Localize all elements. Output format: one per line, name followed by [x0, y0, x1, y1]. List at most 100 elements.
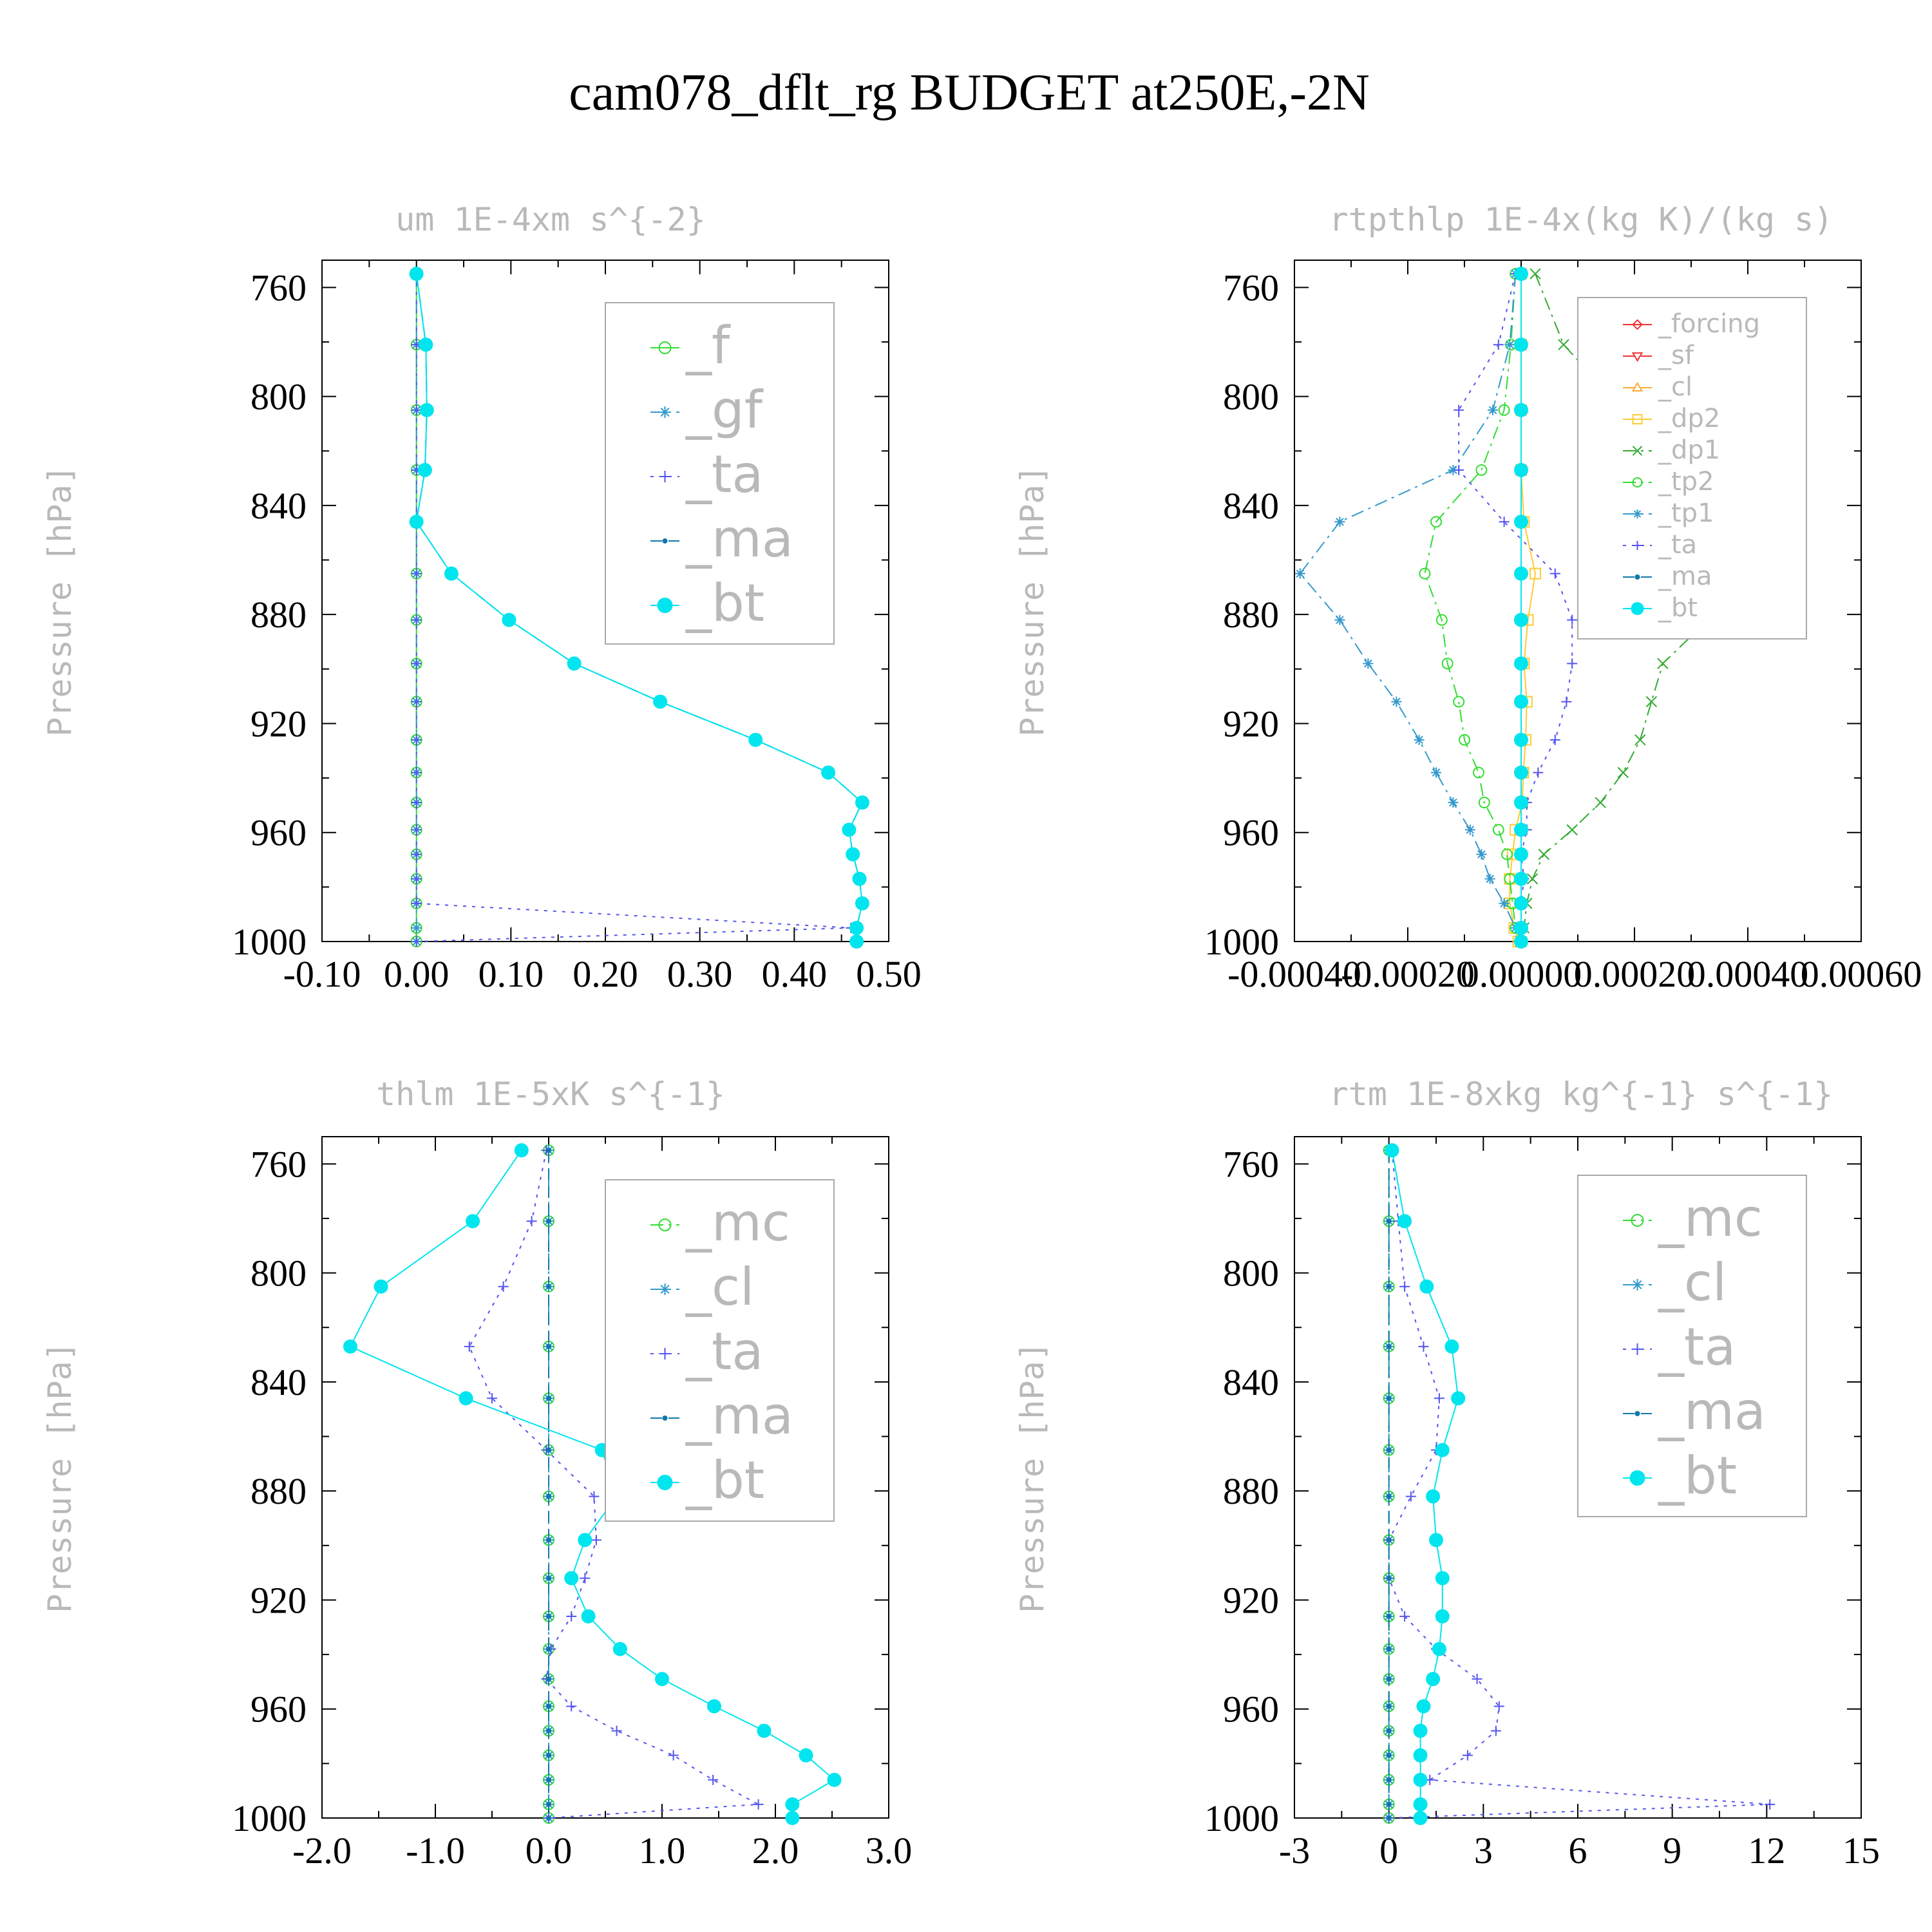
y-tick-label: 920 — [1223, 703, 1279, 744]
y-tick-label: 880 — [251, 1470, 307, 1512]
legend-box — [1577, 1175, 1807, 1517]
data-point_ma — [1386, 1777, 1392, 1783]
data-point_bt — [757, 1723, 772, 1738]
data-point_bt — [1514, 765, 1528, 780]
x-tick-label: 0.00000 — [1461, 953, 1582, 995]
data-point_bt — [581, 1609, 596, 1624]
legend-label: _ta — [685, 1321, 763, 1381]
data-point_bt — [1514, 402, 1528, 417]
y-tick-label: 760 — [251, 1143, 307, 1185]
data-point_bt — [1444, 1339, 1459, 1354]
data-point_ma — [1386, 1343, 1392, 1349]
series-line_ta — [468, 1150, 761, 1819]
legend-marker — [1632, 477, 1643, 488]
legend-box — [1577, 297, 1807, 639]
legend-marker — [1631, 1214, 1644, 1227]
x-tick-label: 1.0 — [639, 1830, 686, 1871]
data-point_ta — [611, 1725, 622, 1736]
panels: um 1E-4xm s^{-2} Pressure [hPa] 760 800 840 8… — [41, 201, 1922, 1871]
legend-label: _bt — [1658, 1446, 1737, 1506]
legend-label: _dp1 — [1658, 435, 1720, 465]
data-point_bt — [612, 1642, 627, 1656]
x-tick-label: 0.50 — [856, 953, 922, 995]
legend-label: _ma — [1658, 562, 1712, 591]
legend-label: _ma — [685, 509, 793, 569]
x-tick-label: 0.00 — [384, 953, 450, 995]
legend-label: _mc — [685, 1193, 790, 1253]
data-point_bt — [417, 462, 432, 477]
y-tick-label: 800 — [251, 1253, 307, 1294]
legend-label: _dp2 — [1658, 404, 1720, 433]
panel-title: rtm 1E-8xkg kg^{-1} s^{-1} — [1329, 1075, 1833, 1113]
data-point_tp1 — [1363, 658, 1374, 669]
data-point_bt — [444, 566, 459, 581]
data-point_ta — [411, 797, 422, 808]
data-point_ma — [546, 1575, 551, 1581]
data-point_bt — [459, 1391, 473, 1406]
legend-marker — [657, 598, 673, 613]
data-point_bt — [1514, 656, 1528, 671]
data-point_ta — [411, 936, 422, 947]
legend-label: _ta — [1658, 530, 1697, 560]
data-point_tp2 — [1459, 734, 1470, 746]
data-point_tp1 — [1504, 339, 1515, 350]
data-point_bt — [799, 1748, 813, 1763]
data-point_ta — [580, 1573, 591, 1584]
x-tick-label: -1.0 — [406, 1830, 465, 1871]
data-point_ta — [526, 1216, 537, 1227]
data-point_ta — [1765, 1799, 1776, 1810]
data-point_ta — [1567, 614, 1578, 625]
data-point_dp1 — [1530, 268, 1541, 279]
data-point_bt — [567, 656, 582, 671]
data-point_bt — [1514, 566, 1528, 581]
data-point_ma — [1386, 1537, 1392, 1543]
data-point_bt — [1413, 1772, 1428, 1787]
legend-label: _tp2 — [1658, 467, 1714, 497]
legend-marker — [1631, 1343, 1643, 1355]
data-point_tp1 — [1476, 849, 1487, 860]
data-point_ta — [1472, 1674, 1482, 1685]
data-point_dp1 — [1538, 848, 1549, 860]
legend: _mc_cl_ta_ma_bt — [605, 1179, 835, 1522]
y-tick-label: 960 — [1223, 812, 1279, 854]
data-point_bt — [1514, 515, 1528, 529]
y-tick-label: 920 — [251, 1579, 307, 1621]
data-point_bt — [655, 1672, 669, 1687]
data-point_bt — [1514, 337, 1528, 352]
data-point_ta — [464, 1341, 475, 1352]
data-point_ta — [1549, 568, 1560, 579]
data-point_ma — [1386, 1283, 1392, 1289]
data-point_bt — [419, 337, 433, 352]
series-line_tp2 — [1424, 274, 1522, 942]
legend-box — [605, 302, 835, 645]
data-point_dp2 — [1530, 567, 1541, 580]
y-tick-label: 800 — [1223, 1253, 1279, 1294]
x-tick-label: 0.0 — [526, 1830, 573, 1871]
legend: _f_gf_ta_ma_bt — [605, 302, 835, 645]
data-point_dp1 — [1595, 797, 1606, 808]
data-point_tp2 — [1478, 797, 1490, 809]
data-point_ta — [411, 734, 422, 745]
y-tick-label: 880 — [1223, 1470, 1279, 1512]
data-point_bt — [785, 1797, 800, 1812]
chart-panel-0: um 1E-4xm s^{-2} Pressure [hPa] 760 800 840 8… — [41, 201, 922, 995]
data-point_ma — [1386, 1646, 1392, 1652]
y-tick-label: 800 — [1223, 376, 1279, 418]
x-tick-label: 2.0 — [752, 1830, 799, 1871]
data-point_bt — [1413, 1748, 1428, 1763]
data-point_bt — [1451, 1391, 1466, 1406]
data-point_bt — [842, 822, 857, 837]
legend-marker — [1629, 1470, 1645, 1486]
data-point_ta — [591, 1535, 601, 1546]
legend-marker — [658, 1218, 672, 1231]
x-tick-label: 0.00040 — [1687, 953, 1809, 995]
data-point_bt — [1426, 1489, 1441, 1504]
data-point_bt — [748, 732, 763, 747]
data-point_ta — [708, 1774, 719, 1785]
data-point_bt — [852, 871, 867, 886]
data-point_bt — [1514, 612, 1528, 627]
legend-marker — [1633, 509, 1642, 518]
panel-title: thlm 1E-5xK s^{-1} — [376, 1075, 725, 1113]
data-point_bt — [343, 1339, 357, 1354]
data-point_ma — [546, 1703, 551, 1709]
